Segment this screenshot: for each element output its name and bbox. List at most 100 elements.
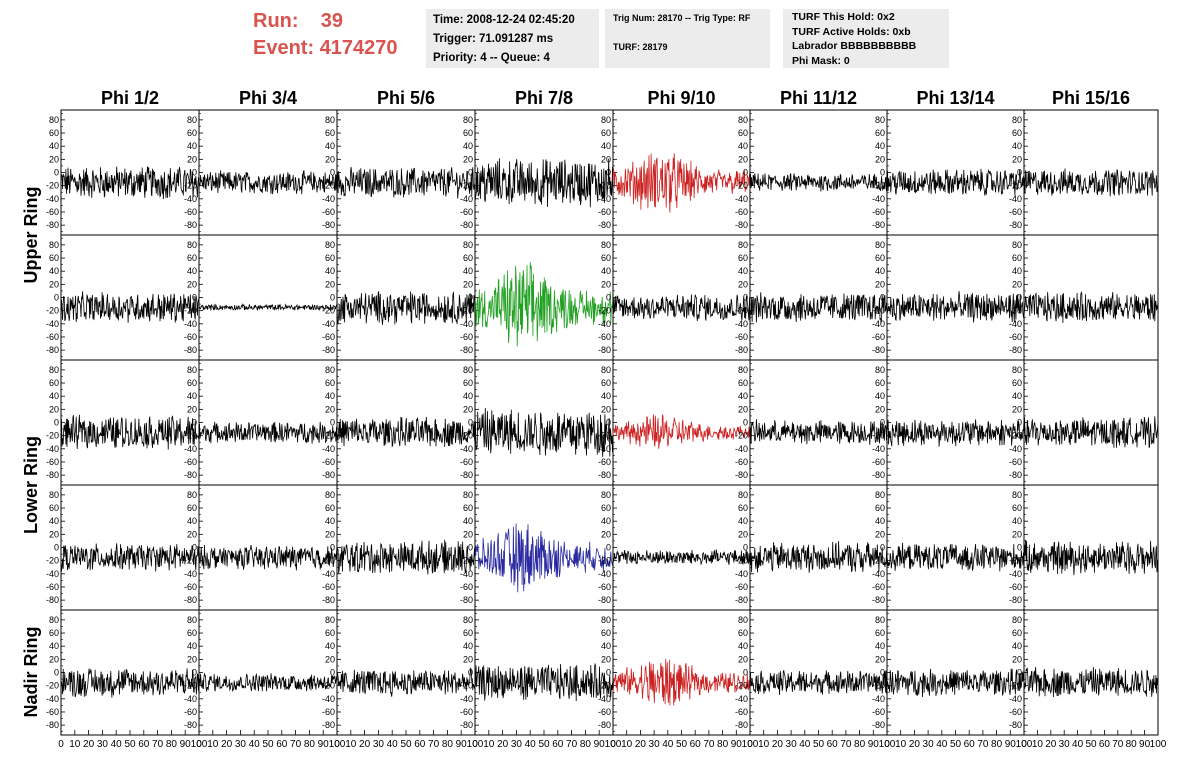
- y-tick-label: 0: [606, 293, 611, 303]
- y-tick-label: 20: [463, 154, 473, 164]
- y-tick-label: 20: [738, 279, 748, 289]
- y-tick-label: -20: [872, 181, 885, 191]
- y-tick-label: -80: [322, 220, 335, 230]
- y-tick-label: -20: [460, 556, 473, 566]
- y-tick-label: 80: [463, 615, 473, 625]
- y-tick-label: -40: [735, 319, 748, 329]
- y-tick-label: -20: [598, 556, 611, 566]
- x-tick-label: 0: [884, 739, 890, 750]
- y-tick-label: -60: [460, 582, 473, 592]
- waveform-trace: [336, 416, 476, 448]
- y-tick-label: -20: [1009, 181, 1022, 191]
- y-tick-label: -20: [735, 681, 748, 691]
- x-tick-label: 90: [180, 739, 192, 750]
- y-tick-label: 60: [187, 628, 197, 638]
- y-tick-label: 20: [875, 404, 885, 414]
- y-tick-label: -40: [872, 194, 885, 204]
- y-tick-label: -60: [1009, 707, 1022, 717]
- y-tick-label: 80: [738, 240, 748, 250]
- waveform-trace: [612, 658, 751, 706]
- x-tick-label: 60: [552, 739, 564, 750]
- y-tick-label: 60: [601, 503, 611, 513]
- y-tick-label: 0: [1017, 168, 1022, 178]
- y-tick-label: 40: [1012, 141, 1022, 151]
- column-header: Phi 13/14: [916, 88, 994, 108]
- y-tick-label: 0: [468, 668, 473, 678]
- y-tick-label: 60: [875, 128, 885, 138]
- y-tick-label: 20: [601, 279, 611, 289]
- y-tick-label: -60: [46, 582, 59, 592]
- time-text: Time: 2008-12-24 02:45:20: [433, 14, 575, 26]
- y-tick-label: -40: [460, 319, 473, 329]
- y-tick-label: 20: [49, 154, 59, 164]
- y-tick-label: -80: [184, 720, 197, 730]
- x-tick-label: 20: [772, 739, 784, 750]
- y-tick-label: -60: [46, 332, 59, 342]
- x-tick-label: 10: [483, 739, 495, 750]
- x-tick-label: 50: [676, 739, 688, 750]
- y-tick-label: -60: [46, 457, 59, 467]
- x-tick-label: 100: [742, 739, 759, 750]
- y-tick-label: 0: [880, 543, 885, 553]
- y-tick-label: 80: [875, 615, 885, 625]
- y-tick-label: -60: [735, 582, 748, 592]
- y-tick-label: 0: [54, 293, 59, 303]
- y-tick-label: 60: [49, 128, 59, 138]
- y-tick-label: -40: [1009, 319, 1022, 329]
- x-tick-label: 50: [124, 739, 136, 750]
- x-tick-label: 70: [840, 739, 852, 750]
- panel-frame: [474, 609, 614, 736]
- y-tick-label: -80: [598, 595, 611, 605]
- x-tick-label: 0: [58, 739, 64, 750]
- y-tick-label: -80: [598, 345, 611, 355]
- waveform-trace: [749, 419, 888, 445]
- y-tick-label: 0: [1017, 293, 1022, 303]
- y-tick-label: -40: [1009, 444, 1022, 454]
- panel-frame: [612, 359, 751, 486]
- y-tick-label: -80: [322, 595, 335, 605]
- y-tick-label: 0: [192, 168, 197, 178]
- x-tick-label: 20: [909, 739, 921, 750]
- y-tick-label: 20: [875, 279, 885, 289]
- y-tick-label: -80: [322, 470, 335, 480]
- y-tick-label: 0: [192, 668, 197, 678]
- column-header: Phi 3/4: [239, 88, 297, 108]
- y-tick-label: -20: [735, 306, 748, 316]
- x-tick-label: 30: [235, 739, 247, 750]
- y-tick-label: 0: [192, 418, 197, 428]
- panel-frame: [198, 484, 338, 611]
- y-tick-label: 20: [49, 404, 59, 414]
- y-tick-label: 40: [601, 641, 611, 651]
- x-tick-label: 30: [923, 739, 935, 750]
- y-tick-label: 60: [1012, 503, 1022, 513]
- y-tick-label: 80: [187, 115, 197, 125]
- x-tick-label: 10: [895, 739, 907, 750]
- y-tick-label: 80: [187, 365, 197, 375]
- y-tick-label: -60: [872, 707, 885, 717]
- y-tick-label: -80: [184, 345, 197, 355]
- y-tick-label: -80: [46, 595, 59, 605]
- y-tick-label: 60: [738, 628, 748, 638]
- y-tick-label: 60: [49, 628, 59, 638]
- y-tick-label: -80: [598, 220, 611, 230]
- panel-frame: [886, 609, 1025, 736]
- y-tick-label: 20: [601, 154, 611, 164]
- y-tick-label: 40: [325, 516, 335, 526]
- x-tick-label: 10: [621, 739, 633, 750]
- panel-frame: [886, 109, 1025, 236]
- y-tick-label: -40: [598, 569, 611, 579]
- y-tick-label: 0: [606, 543, 611, 553]
- y-tick-label: -40: [184, 319, 197, 329]
- waveform-trace: [336, 167, 476, 199]
- y-tick-label: -80: [598, 470, 611, 480]
- y-tick-label: -40: [1009, 694, 1022, 704]
- x-tick-label: 70: [290, 739, 302, 750]
- waveform-trace: [474, 523, 614, 593]
- y-tick-label: -80: [46, 720, 59, 730]
- y-tick-label: 60: [1012, 253, 1022, 263]
- y-tick-label: -40: [735, 694, 748, 704]
- y-tick-label: 40: [1012, 391, 1022, 401]
- y-tick-label: -20: [1009, 556, 1022, 566]
- y-tick-label: 80: [601, 240, 611, 250]
- y-tick-label: 60: [49, 503, 59, 513]
